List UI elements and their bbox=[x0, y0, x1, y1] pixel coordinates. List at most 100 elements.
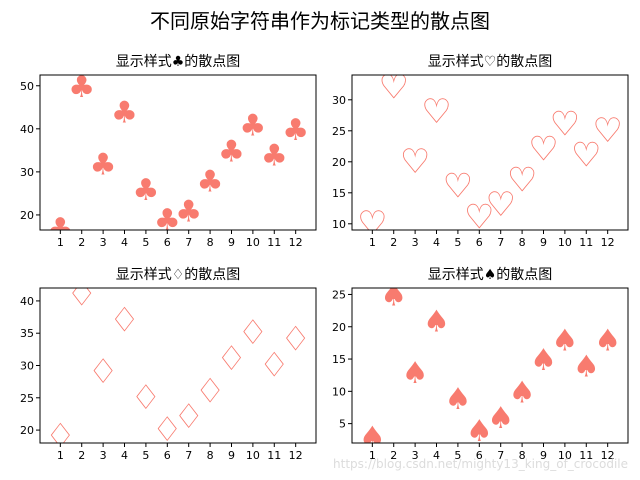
data-point: ♠ bbox=[594, 324, 621, 359]
y-tick-label: 30 bbox=[20, 166, 34, 179]
data-point: ♣ bbox=[175, 195, 202, 230]
x-tick-label: 9 bbox=[540, 449, 547, 462]
x-tick-label: 12 bbox=[601, 236, 615, 249]
data-point: ♢ bbox=[45, 417, 75, 457]
x-tick-label: 12 bbox=[289, 236, 303, 249]
y-tick-label: 5 bbox=[339, 418, 346, 431]
subplot-3: 显示样式♢的散点图♢♢♢♢♢♢♢♢♢♢♢♢1 2 3 4 5 6 7 8 9 10 11 122025… bbox=[20, 267, 317, 462]
y-tick-label: 30 bbox=[332, 94, 346, 107]
data-point: ♡ bbox=[443, 167, 473, 207]
y-tick-label: 40 bbox=[20, 123, 34, 136]
data-point: ♠ bbox=[551, 324, 578, 359]
data-point: ♡ bbox=[421, 92, 451, 132]
marker-group: ♡♡♡♡♡♡♡♡♡♡♡♡ bbox=[357, 67, 623, 238]
x-tick-label: 2 bbox=[390, 449, 397, 462]
data-point: ♣ bbox=[197, 164, 224, 199]
x-tick-label: 10 bbox=[558, 449, 572, 462]
data-point: ♠ bbox=[423, 304, 450, 339]
watermark-text: https://blog.csdn.net/mighty13_king_of_c… bbox=[333, 457, 628, 471]
x-tick-label: 5 bbox=[454, 449, 461, 462]
y-tick-label: 25 bbox=[332, 125, 346, 138]
figure-suptitle: 不同原始字符串作为标记类型的散点图 bbox=[150, 9, 490, 33]
y-tick-label: 20 bbox=[20, 424, 34, 437]
axes-frame bbox=[351, 74, 629, 231]
data-point: ♡ bbox=[571, 136, 601, 176]
data-point: ♡ bbox=[378, 67, 408, 107]
x-tick-label: 8 bbox=[207, 449, 214, 462]
subplot-title: 显示样式♣的散点图 bbox=[116, 54, 241, 70]
y-tick-label: 50 bbox=[20, 80, 34, 93]
x-tick-label: 7 bbox=[497, 236, 504, 249]
x-tick-label: 12 bbox=[601, 449, 615, 462]
data-point: ♣ bbox=[282, 113, 309, 148]
data-point: ♢ bbox=[238, 313, 268, 353]
data-point: ♠ bbox=[380, 278, 407, 313]
data-point: ♢ bbox=[152, 410, 182, 450]
x-tick-label: 1 bbox=[57, 236, 64, 249]
x-tick-label: 10 bbox=[558, 236, 572, 249]
y-tick-label: 15 bbox=[332, 353, 346, 366]
x-tick-label: 5 bbox=[142, 449, 149, 462]
x-tick-label: 5 bbox=[454, 236, 461, 249]
x-tick-label: 6 bbox=[164, 449, 171, 462]
x-tick-label: 10 bbox=[246, 449, 260, 462]
data-point: ♡ bbox=[507, 160, 537, 200]
data-point: ♡ bbox=[592, 111, 622, 151]
y-tick-label: 30 bbox=[20, 360, 34, 373]
subplot-title: 显示样式♢的散点图 bbox=[116, 267, 241, 283]
y-tick-label: 40 bbox=[20, 295, 34, 308]
x-tick-label: 11 bbox=[579, 449, 593, 462]
x-tick-label: 8 bbox=[519, 236, 526, 249]
x-tick-label: 9 bbox=[540, 236, 547, 249]
data-point: ♠ bbox=[466, 414, 493, 449]
x-tick-label: 4 bbox=[433, 236, 440, 249]
data-point: ♡ bbox=[485, 185, 515, 225]
data-point: ♣ bbox=[111, 96, 138, 131]
x-tick-label: 8 bbox=[519, 449, 526, 462]
data-point: ♡ bbox=[464, 198, 494, 238]
data-point: ♣ bbox=[47, 212, 74, 247]
data-point: ♣ bbox=[239, 109, 266, 144]
x-tick-label: 11 bbox=[267, 236, 281, 249]
x-tick-label: 11 bbox=[579, 236, 593, 249]
x-tick-label: 4 bbox=[121, 236, 128, 249]
axes-frame bbox=[39, 74, 317, 231]
subplot-1: 显示样式♣的散点图♣♣♣♣♣♣♣♣♣♣♣♣1 2 3 4 5 6 7 8 9 10 11 122030… bbox=[20, 54, 317, 249]
data-point: ♡ bbox=[550, 105, 580, 145]
data-point: ♢ bbox=[195, 371, 225, 411]
data-point: ♢ bbox=[173, 397, 203, 437]
data-point: ♠ bbox=[573, 350, 600, 385]
data-point: ♠ bbox=[402, 356, 429, 391]
data-point: ♣ bbox=[218, 134, 245, 169]
x-tick-label: 4 bbox=[433, 449, 440, 462]
y-tick-label: 35 bbox=[20, 327, 34, 340]
axes-frame bbox=[351, 287, 629, 444]
x-tick-label: 11 bbox=[267, 449, 281, 462]
x-tick-label: 1 bbox=[369, 236, 376, 249]
y-tick-label: 20 bbox=[332, 156, 346, 169]
x-tick-label: 3 bbox=[412, 449, 419, 462]
x-tick-label: 5 bbox=[142, 236, 149, 249]
x-tick-label: 6 bbox=[476, 236, 483, 249]
x-tick-label: 1 bbox=[57, 449, 64, 462]
data-point: ♣ bbox=[261, 139, 288, 174]
data-point: ♡ bbox=[528, 129, 558, 169]
data-point: ♠ bbox=[359, 421, 386, 456]
y-tick-label: 10 bbox=[332, 385, 346, 398]
y-tick-label: 20 bbox=[332, 321, 346, 334]
x-tick-label: 8 bbox=[207, 236, 214, 249]
x-tick-label: 2 bbox=[78, 449, 85, 462]
data-point: ♢ bbox=[259, 346, 289, 386]
y-tick-label: 15 bbox=[332, 187, 346, 200]
x-tick-label: 9 bbox=[228, 236, 235, 249]
x-tick-label: 9 bbox=[228, 449, 235, 462]
x-tick-label: 7 bbox=[497, 449, 504, 462]
subplot-4: 显示样式♠的散点图♠♠♠♠♠♠♠♠♠♠♠♠1 2 3 4 5 6 7 8 9 10 11 125101… bbox=[332, 267, 629, 462]
x-tick-label: 6 bbox=[476, 449, 483, 462]
axes-layer: 显示样式♣的散点图♣♣♣♣♣♣♣♣♣♣♣♣1 2 3 4 5 6 7 8 9 10 11 122030… bbox=[20, 54, 629, 462]
marker-group: ♣♣♣♣♣♣♣♣♣♣♣♣ bbox=[47, 75, 309, 247]
x-tick-label: 2 bbox=[390, 236, 397, 249]
x-tick-label: 3 bbox=[100, 236, 107, 249]
x-tick-label: 3 bbox=[412, 236, 419, 249]
